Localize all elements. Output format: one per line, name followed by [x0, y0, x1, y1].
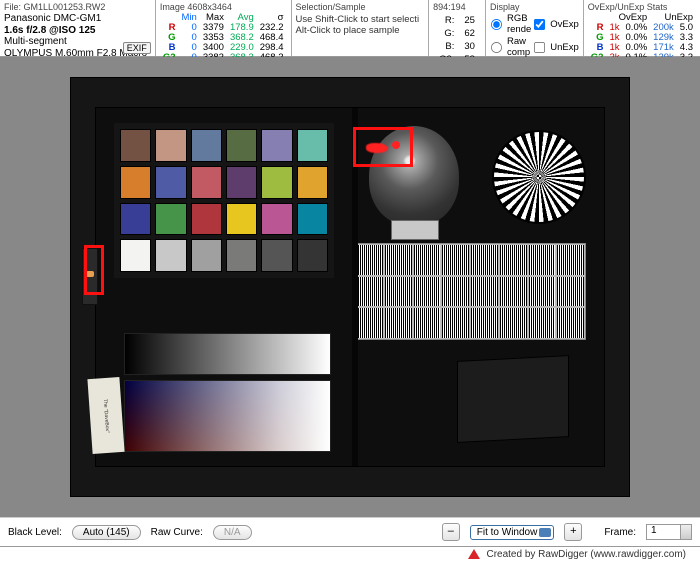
color-checker-chart: [114, 123, 334, 278]
zoom-in-button[interactable]: +: [564, 523, 582, 541]
color-patch: [191, 166, 222, 199]
color-patch: [191, 129, 222, 162]
resolution-cell: [355, 276, 384, 308]
display-section: Display RGB rende OvExp Raw comp UnExp R…: [486, 0, 584, 56]
color-patch: [261, 203, 292, 236]
raw-curve-label: Raw Curve:: [151, 527, 203, 538]
top-info-panel: File: GM1LL001253.RW2 Panasonic DMC-GM1 …: [0, 0, 700, 57]
ovexp-stats-header: OvExp/UnExp Stats: [588, 2, 696, 12]
color-patch: [261, 239, 292, 272]
frame-label: Frame:: [604, 527, 636, 538]
resolution-cell: [556, 244, 585, 276]
raw-composite-radio[interactable]: [491, 41, 502, 52]
resolution-cell: [441, 276, 470, 308]
ovexp-checkbox[interactable]: [534, 18, 545, 29]
zoom-mode-select[interactable]: Fit to Window: [470, 525, 555, 540]
color-patch: [261, 129, 292, 162]
color-patch: [297, 166, 328, 199]
resolution-cell: [384, 244, 413, 276]
black-bag: [457, 355, 569, 443]
resolution-cell: [384, 307, 413, 339]
color-patch: [120, 166, 151, 199]
highlight-box-2: [353, 127, 413, 167]
ovexp-stats-table: OvExpUnExp R1k0.0%200k5.0 G1k0.0%129k3.3…: [588, 13, 696, 63]
siemens-star: [492, 130, 586, 224]
resolution-cell: [441, 307, 470, 339]
resolution-cell: [499, 244, 528, 276]
camera-model: Panasonic DMC-GM1: [4, 13, 151, 25]
raw-curve-button[interactable]: N/A: [213, 525, 252, 540]
color-patch: [120, 239, 151, 272]
raw-image-preview: The "DaveBox": [70, 77, 630, 497]
selection-hint-1: Use Shift-Click to start selecti: [296, 14, 425, 25]
frame-spinner[interactable]: 1: [646, 524, 692, 540]
color-patch: [297, 203, 328, 236]
color-gradient: [124, 380, 331, 452]
unexp-checkbox[interactable]: [534, 41, 545, 52]
selection-hint-2: Alt-Click to place sample: [296, 25, 425, 36]
color-patch: [155, 239, 186, 272]
resolution-cell: [470, 244, 499, 276]
ovexp-stats-section: OvExp/UnExp Stats OvExpUnExp R1k0.0%200k…: [584, 0, 700, 56]
exposure-info: 1.6s f/2.8 @ISO 125: [4, 25, 151, 37]
resolution-cell: [384, 276, 413, 308]
selection-header: Selection/Sample: [296, 2, 425, 13]
resolution-cell: [528, 244, 557, 276]
resolution-cell: [556, 276, 585, 308]
color-patch: [297, 129, 328, 162]
color-patch: [226, 239, 257, 272]
test-box: The "DaveBox": [95, 107, 605, 467]
resolution-cell: [499, 276, 528, 308]
image-stats-section: Image 4608x3464 Min Max Avg σ R03379178.…: [156, 0, 292, 56]
credit-bar: Created by RawDigger (www.rawdigger.com): [0, 546, 700, 571]
color-patch: [120, 129, 151, 162]
black-level-label: Black Level:: [8, 527, 62, 538]
color-patch: [155, 129, 186, 162]
color-patch: [261, 166, 292, 199]
color-patch: [120, 203, 151, 236]
exif-button[interactable]: EXIF: [123, 42, 151, 54]
black-level-button[interactable]: Auto (145): [72, 525, 141, 540]
file-info-section: File: GM1LL001253.RW2 Panasonic DMC-GM1 …: [0, 0, 156, 56]
resolution-cell: [413, 307, 442, 339]
resolution-cell: [470, 307, 499, 339]
sample-coords: 894:194: [433, 2, 481, 12]
highlight-box-1: [84, 245, 104, 295]
file-header: File: GM1LL001253.RW2: [4, 2, 151, 12]
image-stats-header: Image 4608x3464: [160, 2, 287, 12]
display-header: Display: [490, 2, 579, 12]
color-patch: [226, 166, 257, 199]
color-patch: [226, 129, 257, 162]
image-viewer[interactable]: The "DaveBox": [0, 57, 700, 517]
resolution-cell: [470, 276, 499, 308]
resolution-cell: [499, 307, 528, 339]
resolution-cell: [355, 307, 384, 339]
resolution-cell: [528, 307, 557, 339]
resolution-cell: [556, 307, 585, 339]
resolution-cell: [413, 244, 442, 276]
resolution-cell: [355, 244, 384, 276]
color-patch: [155, 166, 186, 199]
davebox-label: The "DaveBox": [87, 377, 124, 454]
color-patch: [155, 203, 186, 236]
color-patch: [226, 203, 257, 236]
rawdigger-logo-icon: [468, 549, 480, 559]
bottom-toolbar: Black Level: Auto (145) Raw Curve: N/A –…: [0, 517, 700, 546]
selection-section: Selection/Sample Use Shift-Click to star…: [292, 0, 430, 56]
resolution-chart: [354, 243, 586, 340]
color-patch: [191, 239, 222, 272]
credit-text: Created by RawDigger (www.rawdigger.com): [486, 549, 686, 560]
color-patch: [191, 203, 222, 236]
resolution-cell: [413, 276, 442, 308]
sample-values-section: 894:194 R:25 G:62 B:30 G2:58: [429, 0, 486, 56]
resolution-cell: [441, 244, 470, 276]
rgb-render-radio[interactable]: [491, 18, 502, 29]
color-patch: [297, 239, 328, 272]
resolution-cell: [528, 276, 557, 308]
zoom-out-button[interactable]: –: [442, 523, 460, 541]
grayscale-gradient: [124, 333, 331, 375]
image-stats-table: Min Max Avg σ R03379178.9232.2 G03353368…: [160, 13, 287, 63]
